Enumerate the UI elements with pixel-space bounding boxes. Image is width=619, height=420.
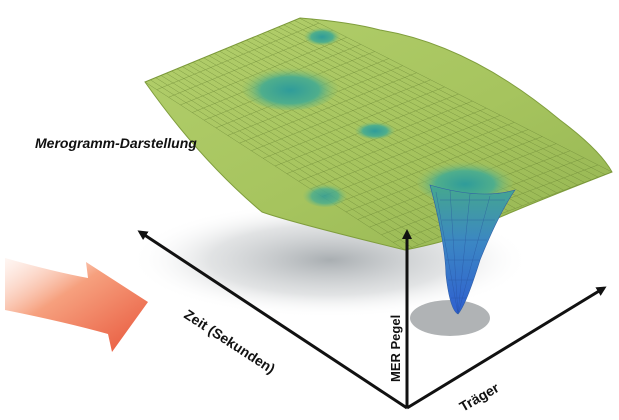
spike-mesh xyxy=(435,189,505,315)
dip-large xyxy=(242,66,338,110)
carrier-axis xyxy=(406,286,607,410)
dip-small-mid xyxy=(355,121,395,139)
diagram-title: Merogramm-Darstellung xyxy=(35,135,197,151)
carrier-axis-label: Träger xyxy=(457,379,503,415)
dip-small-top xyxy=(304,27,340,45)
spike-shadow xyxy=(410,300,490,336)
dip-left xyxy=(303,183,347,207)
merogram-surface xyxy=(144,17,613,315)
time-axis-label: Zeit (Sekunden) xyxy=(181,306,278,377)
deep-dip-spike xyxy=(429,184,516,315)
level-axis-label: MER Pegel xyxy=(388,315,403,382)
time-axis xyxy=(137,230,408,410)
axes xyxy=(137,229,607,410)
pointer-arrow xyxy=(5,258,148,352)
